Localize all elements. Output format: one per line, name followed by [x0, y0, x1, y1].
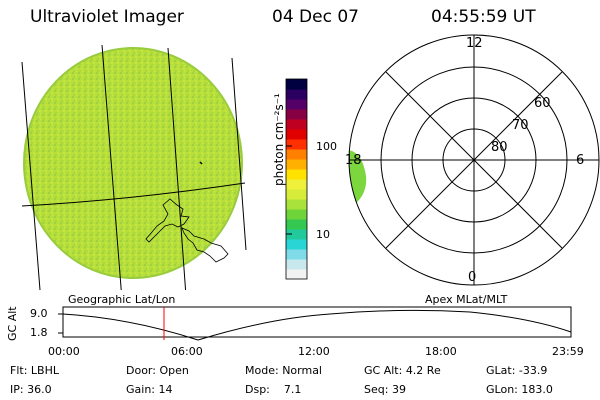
- header-date: 04 Dec 07: [272, 7, 359, 27]
- timeline-ytick-max: 9.0: [30, 307, 48, 320]
- status-ip: IP: 36.0: [10, 383, 52, 396]
- timeline-xtick-0600: 06:00: [171, 345, 203, 358]
- colorbar-cell: [286, 159, 307, 170]
- colorbar-cell: [286, 189, 307, 200]
- colorbar-cell: [286, 229, 307, 240]
- timeline-axis-title: GC Alt: [6, 306, 19, 341]
- altitude-curve: [62, 309, 572, 341]
- timeline-xtick-0000: 00:00: [48, 345, 80, 358]
- colorbar-cell: [286, 249, 307, 260]
- mlat-label-60: 60: [534, 96, 551, 111]
- colorbar-cell: [286, 129, 307, 140]
- colorbar-cell: [286, 149, 307, 160]
- geographic-grid: [21, 44, 247, 290]
- status-gc-alt: GC Alt: 4.2 Re: [364, 364, 441, 377]
- mlt-label-12: 12: [466, 36, 483, 51]
- colorbar-cell: [286, 99, 307, 110]
- colorbar-cell: [286, 209, 307, 220]
- mlat-label-80: 80: [491, 140, 508, 155]
- polar-plot: [348, 34, 600, 286]
- app-title: Ultraviolet Imager: [30, 7, 184, 27]
- mlt-label-6: 6: [576, 153, 585, 168]
- colorbar-cell: [286, 239, 307, 250]
- colorbar-cell: [286, 219, 307, 230]
- timeline-xtick-2359: 23:59: [552, 345, 584, 358]
- colorbar-cell: [286, 179, 307, 190]
- status-glat: GLat: -33.9: [486, 364, 548, 377]
- timeline-xtick-1800: 18:00: [425, 345, 457, 358]
- timeline-ytick-min: 1.8: [30, 326, 48, 339]
- status-seq: Seq: 39: [364, 383, 406, 396]
- colorbar: [285, 78, 308, 280]
- header-time: 04:55:59 UT: [431, 7, 536, 27]
- uv-disk: [24, 48, 242, 278]
- colorbar-cell: [286, 269, 307, 280]
- timeline-right-label: Apex MLat/MLT: [425, 293, 508, 306]
- colorbar-cell: [286, 109, 307, 120]
- colorbar-cell: [286, 89, 307, 100]
- earth-uv-image: [21, 44, 247, 290]
- status-gain: Gain: 14: [126, 383, 173, 396]
- orbit-timeline: [58, 306, 572, 341]
- mlt-label-18: 18: [345, 153, 362, 168]
- colorbar-cell: [286, 169, 307, 180]
- status-filter: Flt: LBHL: [10, 364, 59, 377]
- colorbar-unit-label: photon cm⁻²s⁻¹: [272, 93, 286, 186]
- colorbar-cell: [286, 119, 307, 130]
- status-door: Door: Open: [126, 364, 189, 377]
- status-dsp: Dsp: 7.1: [245, 383, 302, 396]
- colorbar-cell: [286, 139, 307, 150]
- mlat-label-70: 70: [512, 118, 529, 133]
- colorbar-cell: [286, 259, 307, 270]
- status-mode: Mode: Normal: [245, 364, 322, 377]
- colorbar-cell: [286, 199, 307, 210]
- mlt-label-0: 0: [468, 270, 477, 285]
- timeline-left-label: Geographic Lat/Lon: [68, 293, 176, 306]
- colorbar-tick-10: 10: [316, 228, 330, 241]
- coastline: [145, 198, 229, 263]
- colorbar-tick-100: 100: [316, 140, 337, 153]
- colorbar-cell: [286, 79, 307, 90]
- timeline-xtick-1200: 12:00: [298, 345, 330, 358]
- status-glon: GLon: 183.0: [486, 383, 553, 396]
